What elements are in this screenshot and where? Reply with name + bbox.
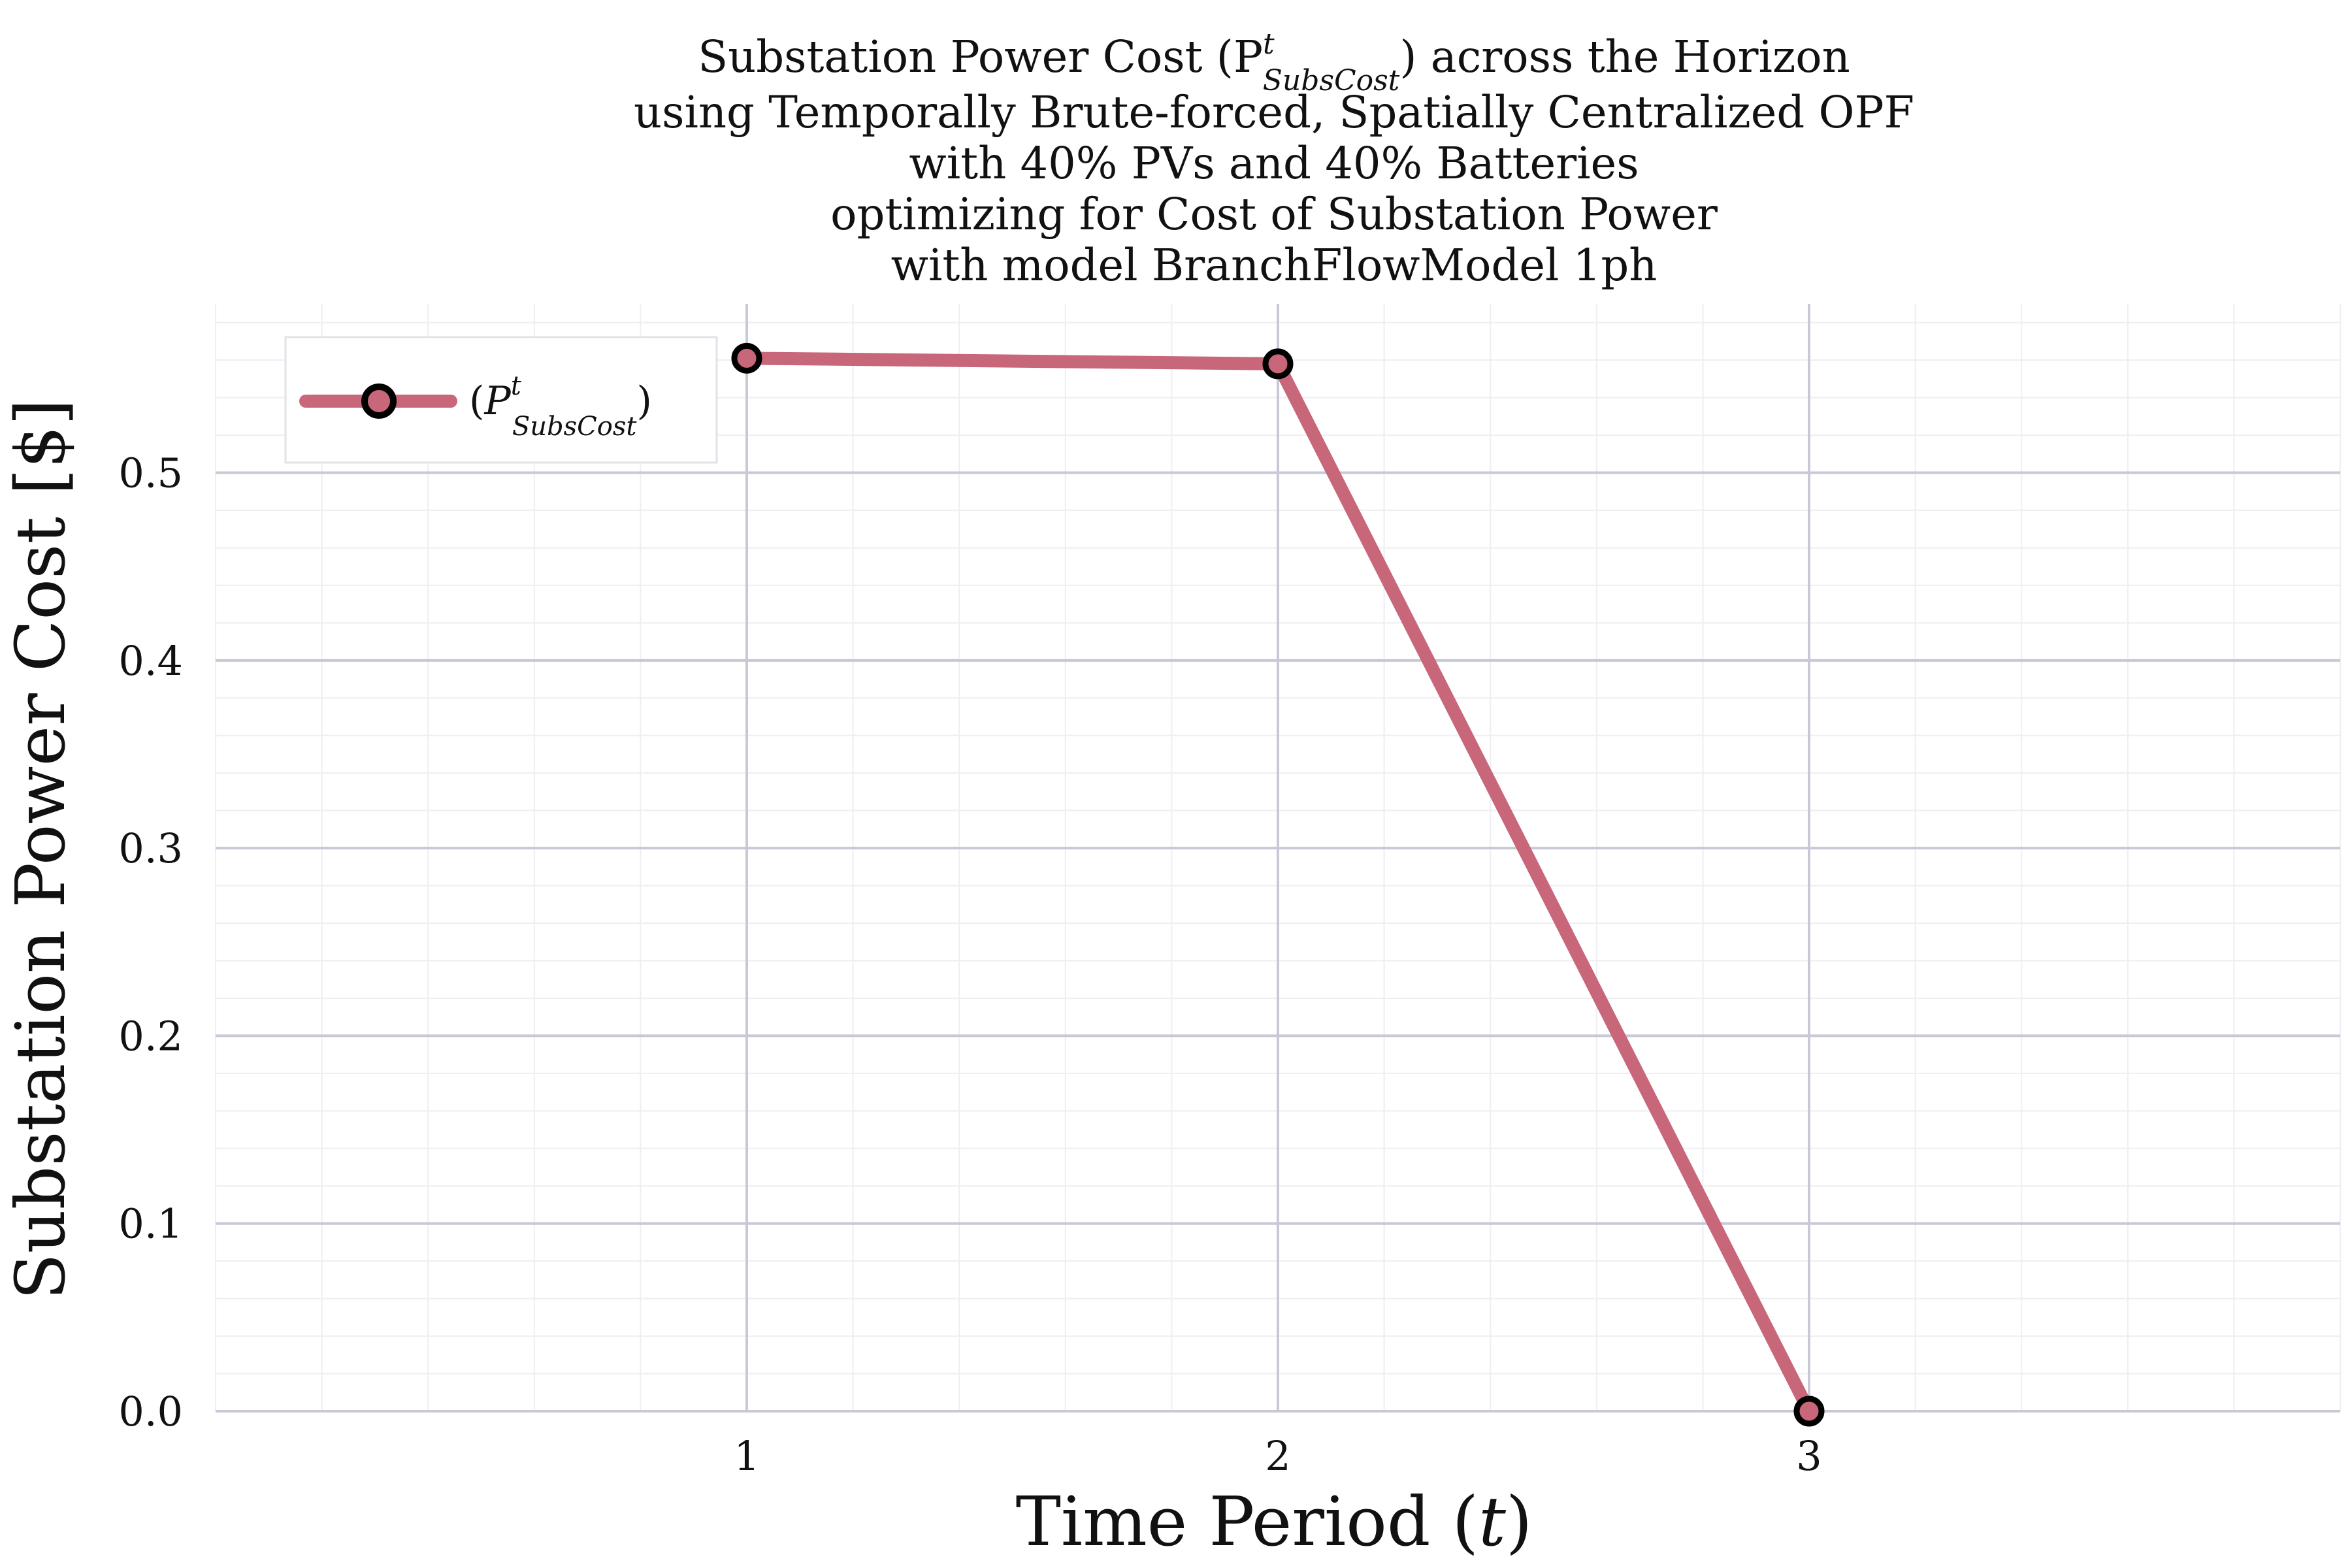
data-point <box>1262 348 1294 380</box>
data-point <box>1793 1396 1825 1427</box>
legend-label: (Pt SubsCost) <box>469 371 652 442</box>
y-tick-labels: 0.0 0.1 0.2 0.3 0.4 0.5 <box>118 449 183 1435</box>
legend: (Pt SubsCost) <box>284 336 718 464</box>
chart-title: Substation Power Cost (Pt SubsCost) acros… <box>634 27 1914 291</box>
y-tick-label: 0.5 <box>118 449 183 497</box>
y-tick-label: 0.2 <box>118 1012 183 1060</box>
x-tick-label: 2 <box>1265 1432 1290 1480</box>
major-grid <box>216 304 2340 1413</box>
y-tick-label: 0.1 <box>118 1200 183 1248</box>
title-line-1: Substation Power Cost (Pt SubsCost) acros… <box>698 27 1850 97</box>
data-point <box>731 342 762 374</box>
y-tick-label: 0.3 <box>118 825 183 872</box>
title-line-2: using Temporally Brute-forced, Spatially… <box>634 87 1914 138</box>
x-tick-label: 3 <box>1796 1432 1821 1480</box>
legend-marker-sample <box>361 384 397 419</box>
y-axis-title: Substation Power Cost [$] <box>1 399 80 1299</box>
title-line-3: with 40% PVs and 40% Batteries <box>909 138 1639 189</box>
x-tick-labels: 1 2 3 <box>734 1432 1821 1480</box>
title-line-5: with model BranchFlowModel 1ph <box>891 240 1658 291</box>
x-tick-label: 1 <box>734 1432 759 1480</box>
y-tick-label: 0.4 <box>118 637 183 685</box>
series-layer <box>731 342 1825 1427</box>
x-axis-title: Time Period (t) <box>1016 1482 1533 1561</box>
y-tick-label: 0.0 <box>118 1388 183 1435</box>
title-line-4: optimizing for Cost of Substation Power <box>830 189 1718 240</box>
